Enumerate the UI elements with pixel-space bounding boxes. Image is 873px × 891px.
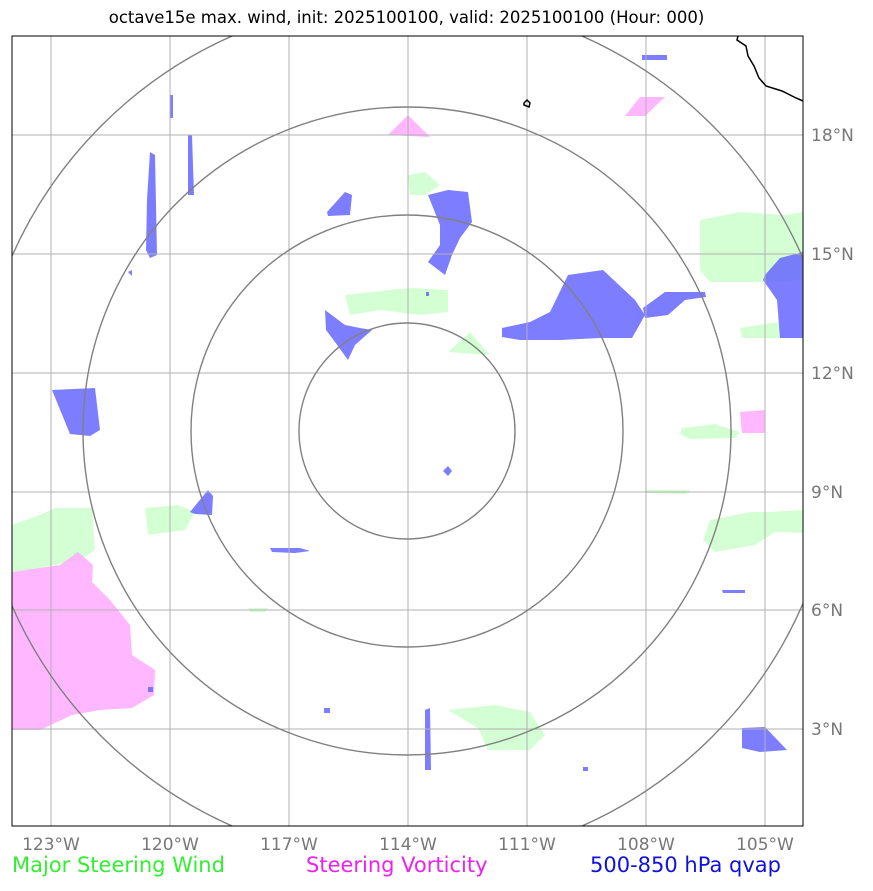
legend-qvap: 500-850 hPa qvap	[590, 853, 781, 877]
lon-label: 114°W	[379, 835, 437, 855]
latitude-labels: 18°N 15°N 12°N 9°N 6°N 3°N	[811, 126, 854, 740]
lon-label: 120°W	[141, 835, 199, 855]
qvap-areas	[52, 55, 803, 771]
lon-label: 123°W	[22, 835, 80, 855]
lat-label: 18°N	[811, 126, 854, 146]
steering-vorticity-areas	[12, 97, 765, 730]
lon-label: 111°W	[498, 835, 556, 855]
lat-label: 12°N	[811, 364, 854, 384]
lat-label: 3°N	[811, 720, 843, 740]
coastline	[523, 36, 803, 109]
steering-wind-areas	[12, 172, 803, 750]
lon-label: 117°W	[260, 835, 318, 855]
map-frame	[11, 35, 804, 827]
lat-label: 6°N	[811, 601, 843, 621]
longitude-labels: 123°W 120°W 117°W 114°W 111°W 108°W 105°…	[22, 835, 794, 855]
lon-label: 105°W	[736, 835, 794, 855]
graticule	[12, 36, 803, 826]
lon-label: 108°W	[617, 835, 675, 855]
legend-steering-vorticity: Steering Vorticity	[306, 853, 488, 877]
lat-label: 15°N	[811, 245, 854, 265]
legend-steering-wind: Major Steering Wind	[12, 853, 225, 877]
lat-label: 9°N	[811, 483, 843, 503]
map-title: octave15e max. wind, init: 2025100100, v…	[108, 8, 705, 27]
range-rings	[12, 36, 803, 826]
